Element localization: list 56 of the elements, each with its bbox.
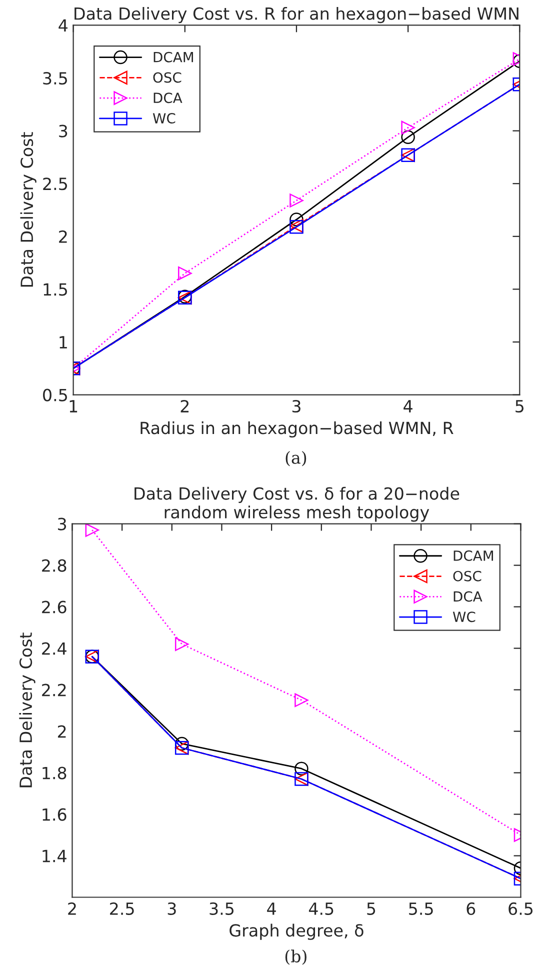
text: (b) bbox=[285, 950, 306, 965]
x-tick-label: 2.5 bbox=[110, 902, 134, 916]
x-tick-label: 6.5 bbox=[508, 902, 533, 916]
point bbox=[294, 693, 308, 708]
x-tick-label: 4 bbox=[267, 902, 276, 915]
y-tick-label: 3 bbox=[59, 124, 68, 138]
y-axis-title: Data Delivery Cost bbox=[19, 632, 36, 788]
text: (a) bbox=[286, 450, 306, 466]
chart-title: Data Delivery Cost vs. R for an hexagon−based WMN bbox=[74, 7, 518, 24]
y-tick-label: 2.4 bbox=[42, 642, 66, 655]
x-tick-label: 1 bbox=[70, 400, 78, 412]
legend-label: DCA bbox=[454, 591, 482, 602]
legend-label: DCAM bbox=[454, 550, 493, 561]
x-tick-label: 5 bbox=[516, 400, 524, 413]
legend-label: DCAM bbox=[154, 52, 193, 62]
x-tick-label: 3 bbox=[292, 400, 300, 413]
y-axis-title: Data Delivery Cost bbox=[20, 132, 36, 287]
y-tick-label: 0.5 bbox=[43, 388, 67, 402]
x-axis-title: Graph degree, δ bbox=[230, 924, 364, 940]
point bbox=[178, 266, 192, 280]
y-tick-label: 3 bbox=[58, 518, 66, 530]
y-tick-label: 1.4 bbox=[42, 850, 66, 862]
legend-label: WC bbox=[152, 113, 176, 124]
point bbox=[85, 524, 100, 537]
y-tick-label: 2 bbox=[58, 725, 66, 738]
x-tick-label: 2 bbox=[180, 400, 189, 412]
x-tick-label: 2 bbox=[68, 902, 76, 915]
x-tick-label: 5 bbox=[367, 902, 376, 916]
x-tick-label: 4 bbox=[404, 400, 412, 412]
point bbox=[174, 736, 189, 751]
x-tick-label: 6 bbox=[466, 902, 476, 916]
y-tick-label: 1.6 bbox=[42, 808, 66, 821]
x-tick-label: 4.5 bbox=[308, 902, 334, 916]
y-tick-label: 1.8 bbox=[42, 766, 66, 780]
y-tick-label: 1.5 bbox=[44, 283, 67, 296]
point bbox=[290, 194, 304, 208]
x-axis-title: Radius in an hexagon−based WMN, R bbox=[140, 421, 454, 438]
y-tick-label: 3.5 bbox=[43, 72, 67, 85]
legend-label: WC bbox=[452, 612, 476, 622]
x-tick-label: 3 bbox=[168, 902, 176, 916]
y-tick-label: 2.8 bbox=[42, 559, 66, 572]
legend-label: OSC bbox=[153, 72, 182, 83]
y-tick-label: 2.2 bbox=[42, 684, 66, 696]
legend-label: DCA bbox=[154, 92, 182, 104]
point bbox=[174, 637, 189, 652]
chart-title: Data Delivery Cost vs. δ for a 20−node random wireless mesh topology bbox=[134, 486, 460, 522]
point bbox=[290, 212, 304, 226]
y-tick-label: 4 bbox=[58, 19, 68, 32]
y-tick-label: 2 bbox=[59, 230, 67, 243]
y-tick-label: 2.5 bbox=[43, 178, 67, 190]
y-tick-label: 1 bbox=[60, 336, 67, 348]
y-tick-label: 2.6 bbox=[42, 600, 66, 614]
x-tick-label: 3.5 bbox=[210, 902, 234, 916]
x-tick-label: 5.5 bbox=[409, 902, 433, 916]
point bbox=[294, 762, 308, 776]
legend-label: OSC bbox=[453, 570, 482, 582]
